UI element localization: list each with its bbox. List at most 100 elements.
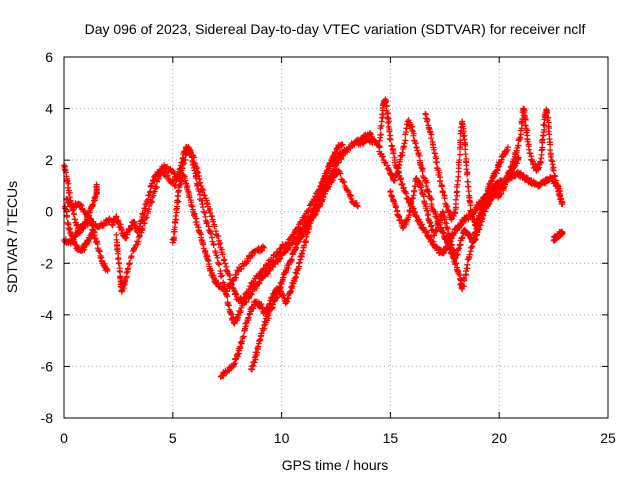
data-point <box>433 228 440 235</box>
data-point <box>541 122 548 129</box>
data-point <box>200 187 207 194</box>
data-point <box>238 265 245 272</box>
data-point <box>249 252 256 259</box>
data-point <box>386 118 393 125</box>
data-point <box>388 192 395 199</box>
data-point <box>399 149 406 156</box>
data-point <box>278 280 285 287</box>
data-point <box>559 229 566 236</box>
data-point <box>344 187 351 194</box>
data-point <box>125 265 132 272</box>
data-point <box>345 188 352 195</box>
data-point <box>70 236 77 243</box>
chart-title: Day 096 of 2023, Sidereal Day-to-day VTE… <box>85 21 586 37</box>
data-point <box>216 261 223 268</box>
plot-frame <box>63 56 609 419</box>
data-point <box>412 140 419 147</box>
data-point <box>343 146 350 153</box>
data-point <box>148 182 155 189</box>
data-point <box>207 230 214 237</box>
data-point <box>143 214 150 221</box>
data-point <box>103 265 110 272</box>
data-point <box>342 147 349 154</box>
data-point <box>413 212 420 219</box>
data-point <box>468 244 475 251</box>
data-point <box>276 285 283 292</box>
data-point <box>276 249 283 256</box>
data-point <box>81 208 88 215</box>
data-point <box>513 147 520 154</box>
data-point <box>423 183 430 190</box>
data-point <box>448 242 455 249</box>
data-point <box>272 252 279 259</box>
data-point <box>415 150 422 157</box>
data-point <box>306 217 313 224</box>
series-track-c <box>61 217 111 275</box>
data-point <box>419 167 426 174</box>
data-point <box>215 233 222 240</box>
data-point <box>424 117 431 124</box>
series-track-f <box>108 143 350 327</box>
data-point <box>482 194 489 201</box>
data-point <box>550 167 557 174</box>
data-point <box>488 178 495 185</box>
data-point <box>100 222 107 229</box>
data-point <box>547 147 554 154</box>
data-point <box>128 253 135 260</box>
data-point <box>186 194 193 201</box>
data-point <box>210 241 217 248</box>
data-point <box>67 240 74 247</box>
data-point <box>240 333 247 340</box>
data-point <box>502 181 509 188</box>
data-point <box>90 218 97 225</box>
x-tick-label: 0 <box>60 430 68 446</box>
data-point <box>379 153 386 160</box>
data-point <box>268 305 275 312</box>
data-point <box>430 241 437 248</box>
data-point <box>504 144 511 151</box>
data-point <box>86 209 93 216</box>
data-point <box>419 190 426 197</box>
x-axis-title: GPS time / hours <box>282 457 389 473</box>
data-point <box>146 192 153 199</box>
data-point <box>244 258 251 265</box>
data-point <box>416 161 423 168</box>
data-point <box>94 238 101 245</box>
data-point <box>517 134 524 141</box>
data-point <box>200 208 207 215</box>
x-tick-label: 5 <box>169 430 177 446</box>
data-point <box>86 212 93 219</box>
data-point <box>137 220 144 227</box>
series-track-b <box>62 203 98 254</box>
data-point <box>225 270 232 277</box>
data-point <box>425 216 432 223</box>
data-point <box>487 197 494 204</box>
data-point <box>262 309 269 316</box>
data-point <box>131 245 138 252</box>
data-point <box>203 200 210 207</box>
data-point <box>389 143 396 150</box>
data-point <box>222 260 229 267</box>
data-point <box>65 199 72 206</box>
data-point <box>461 276 468 283</box>
data-point <box>177 165 184 172</box>
data-point <box>304 222 311 229</box>
data-point <box>377 131 384 138</box>
data-point <box>247 286 254 293</box>
data-point <box>188 149 195 156</box>
data-point <box>535 165 542 172</box>
data-point <box>460 283 467 290</box>
data-point <box>96 248 103 255</box>
data-point <box>220 257 227 264</box>
data-point <box>261 244 268 251</box>
y-tick-label: -2 <box>41 255 54 271</box>
y-tick-label: -4 <box>41 307 54 323</box>
data-point <box>445 208 452 215</box>
data-point <box>226 284 233 291</box>
data-point <box>340 178 347 185</box>
data-point <box>199 204 206 211</box>
data-point <box>115 260 122 267</box>
series-track-e <box>113 135 379 307</box>
data-point <box>218 272 225 279</box>
data-point <box>200 241 207 248</box>
